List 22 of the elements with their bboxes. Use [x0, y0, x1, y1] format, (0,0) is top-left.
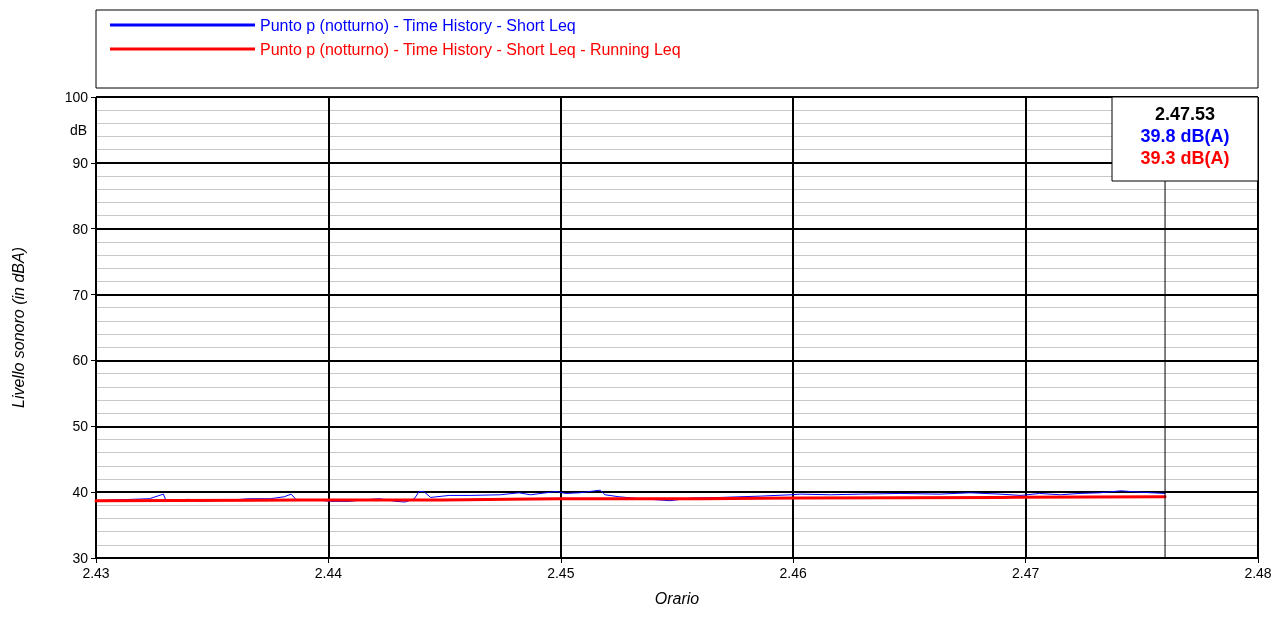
y-tick-label: 40: [72, 484, 89, 501]
annotation: 39.3 dB(A): [1140, 148, 1230, 168]
y-tick-label: 90: [72, 154, 89, 171]
y-axis-title: Livello sonoro (in dBA): [9, 247, 27, 408]
x-tick-label: 2.46: [779, 565, 808, 581]
y-tick-label: 100: [64, 89, 89, 105]
text: dB: [70, 122, 88, 138]
y-tick-label: 70: [72, 286, 89, 303]
y-tick-label: 50: [72, 418, 89, 435]
text: Punto p (notturno) - Time History - Short Leq - Running Leq: [260, 40, 681, 58]
y-tick-label: 60: [72, 352, 89, 369]
y-tick-label: 30: [72, 550, 89, 566]
y-tick-label: 80: [72, 220, 89, 237]
annotation: 39.8 dB(A): [1140, 126, 1230, 146]
x-tick-label: 2.43: [82, 565, 110, 581]
text: Punto p (notturno) - Time History - Short Leq: [260, 16, 576, 34]
x-tick-label: 2.47: [1011, 565, 1040, 581]
x-tick-label: 2.45: [547, 565, 575, 581]
x-tick-label: 2.44: [314, 565, 343, 581]
x-tick-label: 2.48: [1244, 565, 1272, 581]
x-axis-title: Orario: [654, 589, 700, 607]
ref-line-label: 2.47.53: [1154, 104, 1216, 124]
